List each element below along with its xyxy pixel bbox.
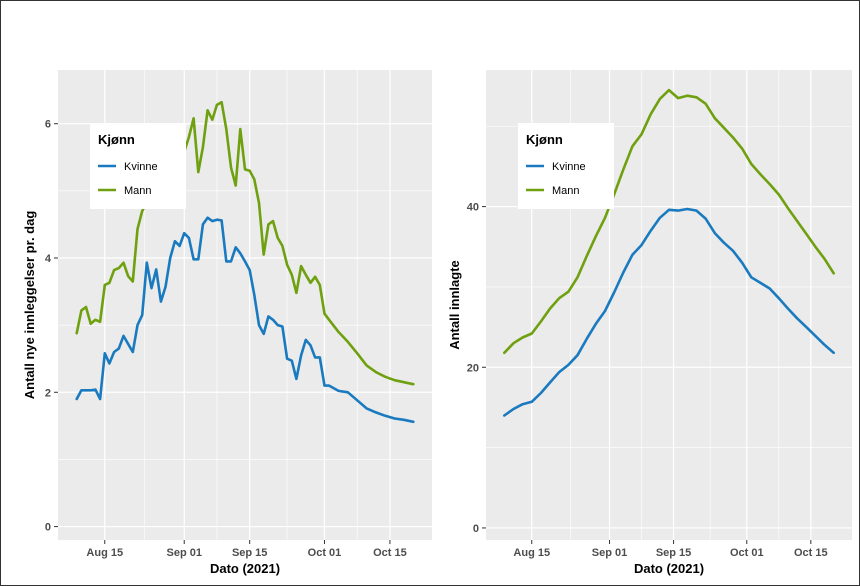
y-tick-label: 40 <box>467 202 479 214</box>
y-tick-label: 6 <box>45 119 51 131</box>
legend-title: Kjønn <box>526 132 563 147</box>
series-line-kvinne <box>502 207 836 417</box>
x-axis-title: Dato (2021) <box>210 561 280 576</box>
y-tick-label: 2 <box>45 387 51 399</box>
x-tick-label: Sep 01 <box>592 547 627 559</box>
chart-panel-2: 0 20 40 Aug 15 Sep 01 Sep 15 Oct 01 Oct 15 Dato … <box>447 70 852 576</box>
y-tick-label: 4 <box>45 253 52 265</box>
x-tick-label: Oct 15 <box>373 547 407 559</box>
legend-label-kvinne: Kvinne <box>124 161 158 173</box>
chart-panel-1: 0 2 4 6 Aug 15 Sep 01 Sep 15 Oct 01 Oct 15 Dato (… <box>22 70 432 576</box>
x-tick-label: Sep 15 <box>232 547 267 559</box>
y-tick-label: 0 <box>45 522 51 534</box>
x-tick-label: Aug 15 <box>86 547 123 559</box>
legend: Kjønn Kvinne Mann <box>518 123 614 209</box>
legend-label-kvinne: Kvinne <box>552 161 586 173</box>
y-tick-label: 20 <box>467 362 479 374</box>
x-tick-label: Sep 15 <box>656 547 691 559</box>
series-line-mann <box>75 100 415 386</box>
series-line-kvinne <box>75 216 415 424</box>
legend: Kjønn Kvinne Mann <box>90 123 186 209</box>
x-tick-label: Oct 01 <box>730 547 764 559</box>
legend-label-mann: Mann <box>124 185 152 197</box>
legend-label-mann: Mann <box>552 185 580 197</box>
x-tick-label: Oct 15 <box>794 547 828 559</box>
x-tick-label: Aug 15 <box>513 547 550 559</box>
y-axis-title: Antall nye innleggelser pr. dag <box>22 211 37 400</box>
x-axis-title: Dato (2021) <box>634 561 704 576</box>
series-line-mann <box>502 88 836 355</box>
legend-title: Kjønn <box>98 132 135 147</box>
x-tick-label: Sep 01 <box>166 547 201 559</box>
y-axis-title: Antall innlagte <box>447 260 462 350</box>
x-tick-label: Oct 01 <box>308 547 342 559</box>
y-tick-label: 0 <box>473 523 479 535</box>
